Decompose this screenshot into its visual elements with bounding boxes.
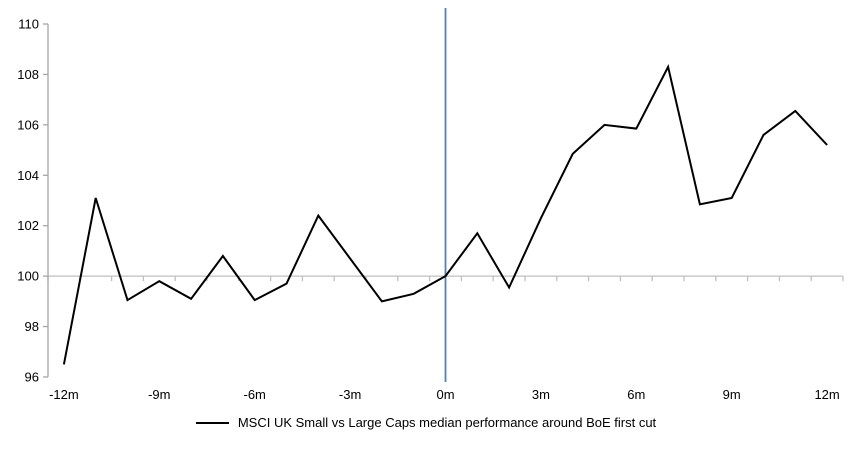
- legend-line-swatch: [195, 422, 229, 424]
- y-tick-label: 108: [17, 67, 39, 82]
- legend: MSCI UK Small vs Large Caps median perfo…: [0, 415, 852, 431]
- y-tick-label: 98: [25, 319, 39, 334]
- series-polyline: [62, 64, 828, 365]
- x-tick-label: 9m: [723, 387, 741, 402]
- y-tick-label: 106: [17, 117, 39, 132]
- x-tick-label: -9m: [148, 387, 170, 402]
- x-tick-label: 3m: [532, 387, 550, 402]
- x-tick-label: 0m: [436, 387, 454, 402]
- y-tick-label: 102: [17, 218, 39, 233]
- x-tick-label: -6m: [244, 387, 266, 402]
- x-tick-label: -12m: [49, 387, 79, 402]
- x-axis: -12m -9m -6m -3m 0m 3m 6m 9m 12m: [47, 275, 844, 402]
- y-tick-label: 110: [18, 17, 39, 32]
- x-tick-label: 12m: [814, 387, 839, 402]
- legend-label: MSCI UK Small vs Large Caps median perfo…: [237, 415, 657, 430]
- series-line: [62, 64, 828, 365]
- y-axis: 96 98 100 102 104 106 108 110: [17, 17, 49, 385]
- y-tick-label: 100: [17, 269, 39, 284]
- y-tick-label: 96: [25, 370, 39, 385]
- y-tick-label: 104: [17, 168, 39, 183]
- x-tick-label: -3m: [339, 387, 361, 402]
- x-tick-label: 6m: [627, 387, 645, 402]
